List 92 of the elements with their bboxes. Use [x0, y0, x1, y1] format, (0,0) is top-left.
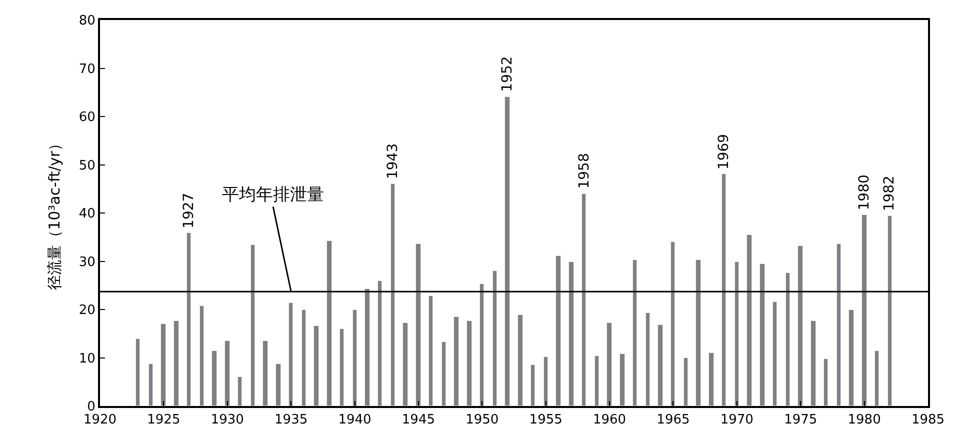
annotation: 1982 [881, 176, 898, 212]
bar [606, 322, 612, 406]
bar [722, 174, 726, 406]
bar [746, 234, 752, 406]
bar [786, 272, 790, 406]
annotation: 1980 [856, 174, 872, 210]
annotation: 1927 [180, 192, 197, 228]
y-tick-label: 20 [78, 303, 96, 318]
bar [174, 320, 179, 406]
bar [632, 260, 637, 406]
bar [658, 324, 663, 406]
bar [594, 356, 599, 406]
x-tick-label: 1920 [83, 412, 117, 428]
annotation: 平均年排泄量 [222, 185, 324, 205]
bar [888, 216, 892, 406]
bar [556, 256, 561, 406]
bar [340, 328, 344, 406]
y-axis-title: 径流量（10³ac-ft/yr） [46, 136, 64, 290]
x-tick-label: 1930 [210, 412, 244, 428]
bar [810, 320, 816, 406]
bar [442, 342, 446, 406]
bar [734, 262, 739, 406]
bar [136, 338, 140, 406]
bar [798, 246, 803, 406]
bar [212, 350, 217, 406]
bar [288, 302, 293, 406]
bar [428, 296, 433, 406]
x-tick-label: 1945 [402, 412, 436, 428]
bar [262, 340, 268, 406]
bar [454, 316, 459, 406]
x-tick-label: 1980 [848, 412, 881, 428]
bar [874, 350, 879, 406]
bar [480, 284, 484, 406]
bar [466, 320, 472, 406]
x-tick-label: 1985 [911, 412, 945, 428]
x-tick-label: 1975 [784, 412, 818, 428]
bar [568, 262, 574, 406]
bar [200, 306, 204, 406]
bar [836, 244, 841, 406]
bar [544, 356, 548, 406]
x-tick-label: 1960 [592, 412, 626, 428]
bar [530, 364, 535, 406]
bar [848, 310, 854, 406]
y-tick-label: 30 [78, 254, 96, 270]
bar [352, 310, 357, 406]
bar [504, 96, 510, 406]
bar [760, 264, 765, 406]
bar [224, 340, 230, 406]
annotation: 1958 [576, 153, 592, 189]
y-tick-label: 50 [78, 158, 96, 174]
annotation: 1969 [716, 134, 732, 170]
bar [696, 260, 701, 406]
bar [646, 312, 650, 406]
x-tick-label: 1955 [529, 412, 562, 428]
x-tick-label: 1940 [338, 412, 372, 428]
bar [670, 242, 675, 406]
bar [314, 326, 319, 406]
bar [620, 354, 625, 406]
y-tick-label: 80 [78, 14, 96, 29]
bar [302, 310, 306, 406]
bar [160, 324, 166, 406]
bar [276, 364, 281, 406]
y-tick-label: 0 [87, 400, 96, 415]
bar [390, 184, 395, 406]
bar [824, 358, 828, 406]
y-tick-label: 10 [78, 351, 96, 366]
bar [582, 194, 586, 406]
bar [364, 288, 370, 406]
bar [416, 244, 421, 406]
x-tick-label: 1935 [274, 412, 308, 428]
bar [492, 270, 497, 406]
y-tick-label: 70 [78, 62, 96, 77]
bar [684, 358, 688, 406]
bar [708, 352, 714, 406]
x-tick-label: 1925 [147, 412, 180, 428]
annotation: 1952 [499, 56, 516, 92]
y-tick-label: 60 [78, 110, 96, 126]
x-tick-label: 1950 [466, 412, 499, 428]
bar [326, 240, 332, 406]
annotation: 1943 [384, 143, 401, 180]
y-tick-label: 40 [78, 206, 96, 222]
x-tick-label: 1965 [656, 412, 690, 428]
bar [862, 214, 867, 406]
bar [238, 376, 242, 406]
bar [186, 232, 191, 406]
bar [378, 280, 382, 406]
bar [518, 314, 523, 406]
bar [250, 244, 255, 406]
x-tick-label: 1970 [720, 412, 754, 428]
bar [772, 302, 777, 406]
bar [148, 364, 153, 406]
bar [402, 322, 408, 406]
